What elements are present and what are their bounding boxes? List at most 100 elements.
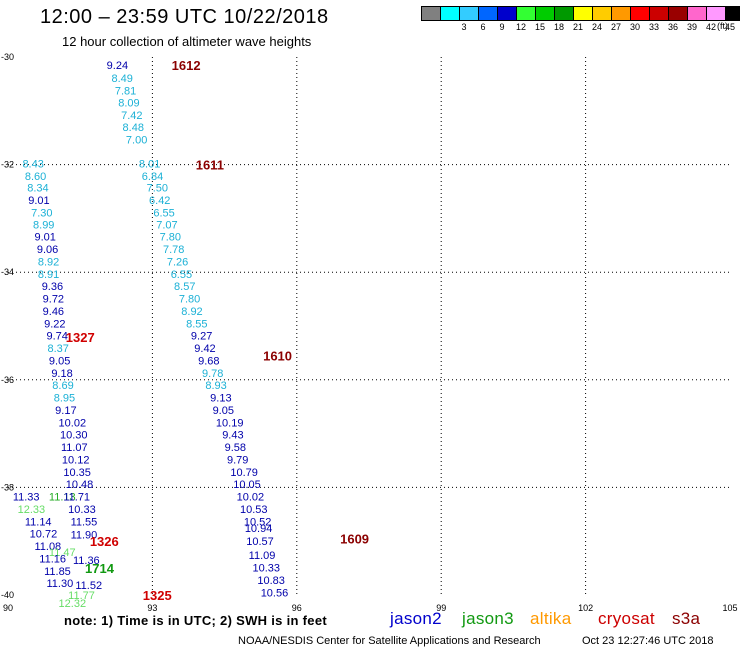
lon-tick-label: 99 <box>436 603 446 613</box>
wave-height-value: 8.95 <box>54 393 75 405</box>
wave-height-value: 9.24 <box>107 60 128 72</box>
wave-height-value: 11.16 <box>39 553 66 565</box>
wave-height-value: 10.35 <box>63 467 91 479</box>
legend-jason3: jason3 <box>462 609 514 628</box>
wave-height-value: 8.91 <box>38 269 59 281</box>
lon-tick-label: 90 <box>3 603 13 613</box>
wave-height-value: 9.27 <box>191 331 212 343</box>
legend-jason2: jason2 <box>390 609 442 628</box>
wave-height-value: 6.55 <box>171 269 192 281</box>
colorbar-swatch: 70 <box>725 6 740 21</box>
pass-label: 1609 <box>340 532 369 547</box>
colorbar-swatch: 9 <box>478 6 505 32</box>
satellite-pass-labels: 1612 1611 1327 1610 1326 1714 1609 1325 <box>66 58 369 603</box>
pass-label: 1611 <box>196 158 224 173</box>
colorbar-label: 21 <box>572 22 583 32</box>
lat-tick-label: -38 <box>1 482 14 492</box>
wave-height-value: 8.92 <box>38 256 59 268</box>
wave-height-value: 10.72 <box>30 529 58 541</box>
lat-tick-label: -30 <box>1 52 14 62</box>
colorbar-label: 27 <box>610 22 621 32</box>
wave-height-value: 8.49 <box>111 73 132 85</box>
wave-height-value: 11.33 <box>13 492 40 504</box>
colorbar-label: 42 <box>705 22 716 32</box>
wave-height-value: 10.12 <box>62 454 90 466</box>
wave-height-value: 8.57 <box>174 281 195 293</box>
wave-height-value: 10.57 <box>246 536 274 548</box>
wave-height-value: 11.08 <box>34 541 61 553</box>
colorbar-label: 30 <box>629 22 640 32</box>
wave-height-value: 8.43 <box>22 159 43 171</box>
wave-height-value: 10.33 <box>68 504 96 516</box>
wave-height-value: 8.99 <box>33 219 54 231</box>
pass-label: 1326 <box>90 534 119 549</box>
lat-tick-label: -34 <box>1 267 14 277</box>
colorbar-label: 3 <box>461 22 467 32</box>
wave-height-value: 11.52 <box>75 580 102 592</box>
wave-height-colorbar: 36912151821242730333639424570 <box>421 6 740 32</box>
wave-height-value: 9.79 <box>227 454 248 466</box>
wave-height-value: 8.93 <box>205 380 226 392</box>
footer-credit: NOAA/NESDIS Center for Satellite Applica… <box>238 635 541 647</box>
wave-height-value: 11.30 <box>47 578 74 590</box>
pass-label: 1714 <box>85 561 115 576</box>
legend-cryosat: cryosat <box>598 609 655 628</box>
legend-s3a: s3a <box>672 609 701 628</box>
wave-height-value: 9.05 <box>49 355 70 367</box>
colorbar-label: 24 <box>591 22 602 32</box>
wave-height-value: 9.13 <box>210 393 231 405</box>
colorbar-swatch: 24 <box>573 6 602 32</box>
wave-height-value: 10.05 <box>233 479 261 491</box>
wave-height-value: 7.78 <box>163 244 184 256</box>
wave-height-value: 12.33 <box>18 504 46 516</box>
wave-height-value: 7.07 <box>156 219 177 231</box>
pass-label: 1325 <box>143 588 172 603</box>
wave-height-value: 8.92 <box>181 306 202 318</box>
wave-height-readings: 9.248.497.818.097.428.487.00 8.016.847.50… <box>13 60 288 610</box>
page-subtitle: 12 hour collection of altimeter wave hei… <box>62 34 312 49</box>
wave-height-value: 8.60 <box>25 171 46 183</box>
legend-altika: altika <box>530 609 572 628</box>
map-tick-labels: 90 93 96 99 102 105 -30 -32 -34 -36 -38 -40 <box>1 52 738 613</box>
wave-height-value: 8.48 <box>123 122 144 134</box>
lon-tick-label: 102 <box>578 603 593 613</box>
wave-height-value: 11.09 <box>249 550 276 562</box>
lon-tick-label: 105 <box>722 603 737 613</box>
wave-height-value: 9.17 <box>55 405 76 417</box>
wave-height-value: 11.14 <box>25 516 52 528</box>
wave-height-value: 9.36 <box>42 281 63 293</box>
colorbar-label: 12 <box>515 22 526 32</box>
colorbar-label: 18 <box>553 22 564 32</box>
wave-height-value: 11.47 <box>49 547 76 559</box>
colorbar-label: 15 <box>534 22 545 32</box>
wave-height-value: 7.26 <box>167 256 188 268</box>
wave-height-value: 9.05 <box>213 405 234 417</box>
wave-height-value: 11.13 <box>49 492 76 504</box>
wave-height-value: 7.42 <box>121 110 142 122</box>
wave-height-value: 11.90 <box>71 530 98 542</box>
wave-height-value: 9.43 <box>222 430 243 442</box>
colorbar-swatch: 27 <box>592 6 621 32</box>
wave-height-value: 10.53 <box>240 504 268 516</box>
wave-height-value: 10.33 <box>253 563 281 575</box>
wave-height-value: 9.22 <box>44 318 65 330</box>
wave-height-value: 9.68 <box>198 355 219 367</box>
wave-height-value: 9.46 <box>43 306 64 318</box>
wave-height-value: 11.36 <box>73 555 100 567</box>
footer-note: note: 1) Time is in UTC; 2) SWH is in fe… <box>64 613 327 628</box>
colorbar-unit: (ft) <box>717 21 728 31</box>
wave-height-value: 10.30 <box>60 430 88 442</box>
wave-height-value: 9.58 <box>225 442 246 454</box>
wave-height-value: 11.55 <box>71 516 98 528</box>
lon-tick-label: 93 <box>147 603 157 613</box>
lat-tick-label: -40 <box>1 590 14 600</box>
colorbar-label: 33 <box>648 22 659 32</box>
colorbar-label: 9 <box>499 22 505 32</box>
wave-height-value: 9.78 <box>202 368 223 380</box>
wave-height-value: 10.56 <box>261 587 289 599</box>
wave-height-value: 6.55 <box>153 207 174 219</box>
wave-height-value: 9.74 <box>47 331 68 343</box>
colorbar-label: 45 <box>724 22 735 32</box>
